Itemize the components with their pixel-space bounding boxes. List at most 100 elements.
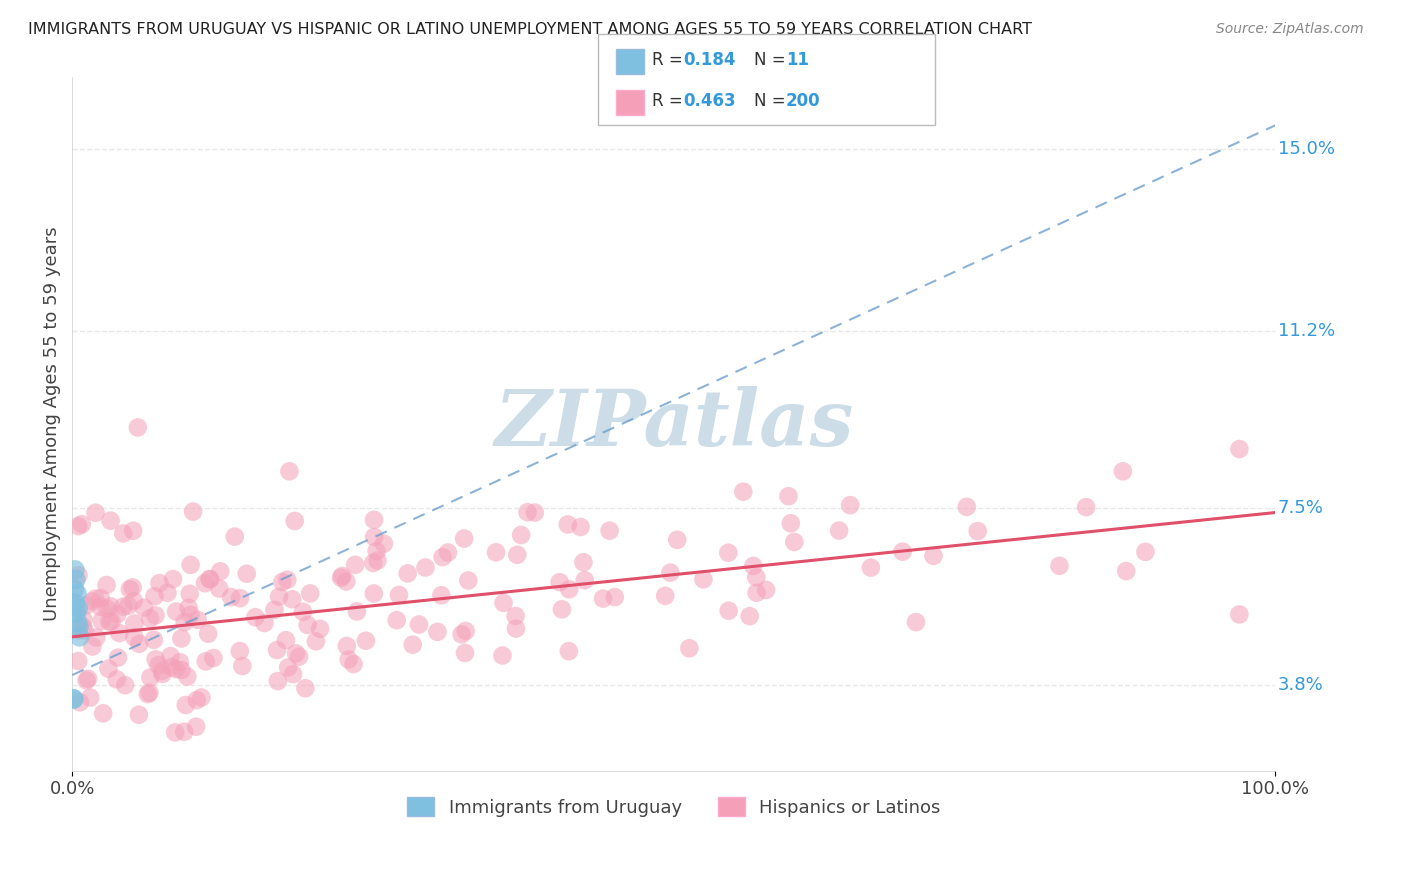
Point: [569, 520, 592, 534]
Text: 0.463: 0.463: [683, 92, 735, 111]
Point: [454, 646, 477, 660]
Point: [194, 576, 217, 591]
Point: [165, 662, 187, 676]
Point: [107, 650, 129, 665]
Point: [145, 652, 167, 666]
Point: [408, 617, 430, 632]
Point: [159, 649, 181, 664]
Point: [235, 566, 257, 581]
Point: [344, 558, 367, 572]
Point: [492, 596, 515, 610]
Point: [267, 674, 290, 689]
Point: [599, 524, 621, 538]
Y-axis label: Unemployment Among Ages 55 to 59 years: Unemployment Among Ages 55 to 59 years: [44, 227, 60, 622]
Point: [107, 607, 129, 622]
Point: [281, 667, 304, 681]
Point: [402, 638, 425, 652]
Point: [510, 528, 533, 542]
Point: [922, 549, 945, 563]
Text: 11.2%: 11.2%: [1278, 322, 1334, 340]
Point: [253, 615, 276, 630]
Point: [169, 655, 191, 669]
Point: [297, 618, 319, 632]
Point: [666, 533, 689, 547]
Point: [105, 673, 128, 687]
Point: [778, 489, 800, 503]
Point: [90, 591, 112, 605]
Point: [905, 615, 928, 629]
Point: [361, 556, 384, 570]
Point: [187, 613, 209, 627]
Point: [450, 627, 472, 641]
Point: [117, 599, 139, 613]
Point: [150, 667, 173, 681]
Point: [100, 514, 122, 528]
Text: 11: 11: [786, 51, 808, 70]
Point: [96, 602, 118, 616]
Point: [453, 532, 475, 546]
Point: [717, 604, 740, 618]
Point: [62, 692, 84, 706]
Point: [1112, 464, 1135, 478]
Point: [65, 606, 87, 620]
Point: [742, 558, 765, 573]
Point: [77, 672, 100, 686]
Point: [177, 600, 200, 615]
Point: [457, 574, 479, 588]
Point: [485, 545, 508, 559]
Point: [692, 572, 714, 586]
Point: [388, 588, 411, 602]
Point: [294, 681, 316, 696]
Text: ZIPatlas: ZIPatlas: [494, 386, 853, 462]
Point: [733, 484, 755, 499]
Point: [558, 582, 581, 597]
Point: [66, 587, 89, 601]
Point: [342, 657, 364, 671]
Point: [67, 519, 90, 533]
Point: [97, 662, 120, 676]
Point: [523, 506, 546, 520]
Text: 200: 200: [786, 92, 821, 111]
Point: [654, 589, 676, 603]
Point: [160, 660, 183, 674]
Point: [309, 622, 332, 636]
Point: [336, 639, 359, 653]
Point: [263, 603, 285, 617]
Point: [173, 615, 195, 629]
Point: [142, 632, 165, 647]
Point: [1135, 545, 1157, 559]
Point: [100, 615, 122, 629]
Point: [292, 605, 315, 619]
Point: [124, 616, 146, 631]
Point: [165, 605, 187, 619]
Point: [122, 594, 145, 608]
Point: [63, 563, 86, 577]
Point: [385, 613, 408, 627]
Point: [284, 514, 307, 528]
Point: [396, 566, 419, 581]
Point: [202, 651, 225, 665]
Point: [80, 594, 103, 608]
Text: N =: N =: [754, 51, 790, 70]
Point: [367, 553, 389, 567]
Point: [281, 592, 304, 607]
Point: [738, 609, 761, 624]
Point: [98, 615, 121, 629]
Point: [67, 601, 90, 615]
Point: [143, 589, 166, 603]
Point: [108, 626, 131, 640]
Point: [69, 695, 91, 709]
Point: [432, 550, 454, 565]
Point: [165, 725, 187, 739]
Point: [966, 524, 988, 538]
Text: 3.8%: 3.8%: [1278, 675, 1323, 694]
Point: [65, 596, 87, 610]
Point: [839, 498, 862, 512]
Point: [592, 591, 614, 606]
Point: [891, 544, 914, 558]
Point: [150, 664, 173, 678]
Point: [84, 506, 107, 520]
Point: [1227, 607, 1250, 622]
Point: [122, 524, 145, 538]
Point: [745, 570, 768, 584]
